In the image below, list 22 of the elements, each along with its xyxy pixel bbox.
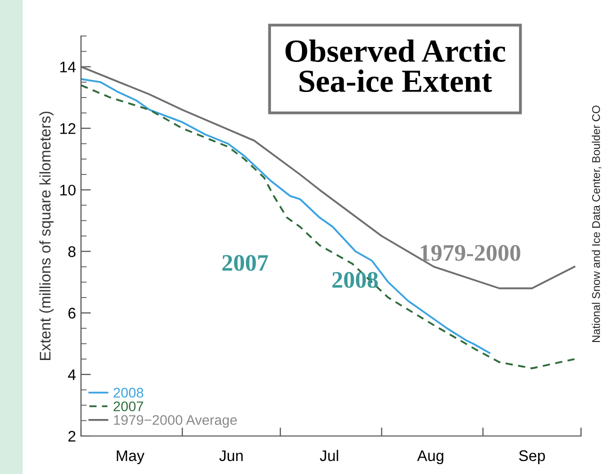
x-tick-label: May bbox=[116, 450, 144, 464]
y-tick-label: 12 bbox=[60, 123, 76, 134]
annotation: 2008 bbox=[332, 272, 378, 288]
y-tick-label: 10 bbox=[60, 184, 76, 196]
x-tick-label: Aug bbox=[417, 450, 444, 464]
legend-label: 2008 bbox=[114, 388, 144, 398]
y-tick-label: 2 bbox=[68, 430, 76, 442]
legend-label: 2007 bbox=[114, 401, 144, 412]
y-tick-label: 14 bbox=[60, 62, 76, 72]
x-tick-label: Jul bbox=[320, 450, 338, 462]
x-tick-label: Sep bbox=[519, 450, 545, 464]
line-series bbox=[81, 66, 576, 290]
x-tick-label: Jun bbox=[219, 450, 243, 462]
text: National Snow and Ice Data Center, Boulder CO bbox=[592, 106, 602, 342]
y-axis-title: Extent (millions of square kilometers) bbox=[39, 112, 54, 360]
annotation: 1979-2000 bbox=[420, 244, 520, 261]
chart-title: Observed Arctic Sea-ice Extent bbox=[286, 39, 506, 92]
y-tick-label: 6 bbox=[68, 308, 76, 319]
y-tick-label: 4 bbox=[68, 369, 76, 380]
legend-label: 1979−2000 Average bbox=[114, 415, 237, 428]
annotation: 2007 bbox=[222, 254, 268, 271]
y-tick-label: 8 bbox=[68, 246, 76, 258]
